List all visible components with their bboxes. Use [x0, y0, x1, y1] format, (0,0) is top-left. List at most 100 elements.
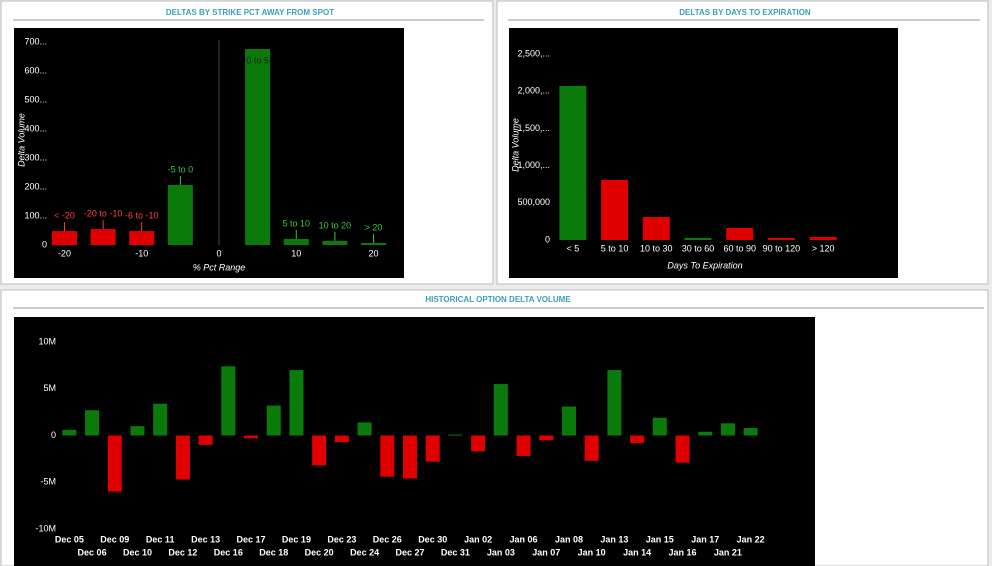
y-tick-label: 5M	[43, 383, 56, 393]
bar	[85, 410, 100, 436]
bar	[642, 217, 670, 240]
bar-label: 10 to 20	[319, 220, 352, 230]
x-tick-label: Dec 10	[123, 547, 152, 557]
bar	[62, 429, 77, 436]
x-tick-label: Dec 18	[259, 547, 288, 557]
bar	[167, 184, 193, 245]
y-tick-label: 2,000,...	[517, 86, 550, 96]
y-tick-label: 600...	[24, 65, 47, 75]
bar	[448, 434, 463, 436]
bar	[425, 435, 440, 462]
bar	[221, 366, 236, 436]
plot-bg	[14, 28, 404, 278]
x-tick-label: -10	[135, 248, 148, 258]
x-tick-label: 0	[216, 248, 221, 258]
y-tick-label: 700...	[24, 36, 47, 46]
bar	[380, 435, 395, 477]
x-tick-label: -20	[58, 248, 71, 258]
x-tick-label: Dec 17	[237, 534, 266, 544]
x-tick-label: 20	[369, 248, 379, 258]
bar-label: -6 to -10	[125, 210, 159, 220]
x-tick-label: Jan 16	[669, 547, 697, 557]
y-axis-label: Delta Volume	[510, 118, 520, 172]
y-tick-label: 1,000,...	[517, 160, 550, 170]
bar	[198, 435, 213, 445]
y-tick-label: 10M	[38, 336, 56, 346]
bar	[312, 435, 327, 466]
bar-label: 0 to 5	[246, 55, 269, 65]
y-tick-label: 1,500,...	[517, 123, 550, 133]
x-tick-label: Dec 09	[100, 534, 129, 544]
bar	[698, 431, 713, 436]
x-tick-label: Jan 02	[464, 534, 492, 544]
x-tick-label: Jan 06	[510, 534, 538, 544]
x-tick-label: Jan 13	[600, 534, 628, 544]
y-tick-label: 0	[51, 430, 56, 440]
x-tick-label: 60 to 90	[723, 243, 756, 253]
y-tick-label: -5M	[41, 477, 57, 487]
bar	[130, 426, 145, 436]
bar	[471, 435, 486, 452]
chart-title: DELTAS BY STRIKE PCT AWAY FROM SPOT	[166, 8, 334, 17]
x-tick-label: Dec 05	[55, 534, 84, 544]
bar	[245, 48, 271, 246]
x-tick-label: 30 to 60	[682, 243, 715, 253]
bar	[767, 237, 795, 240]
x-tick-label: Dec 06	[78, 547, 107, 557]
bar-label: < -20	[54, 210, 75, 220]
y-tick-label: 0	[42, 239, 47, 249]
bar	[90, 229, 116, 245]
bar	[175, 435, 190, 480]
bar	[493, 384, 508, 436]
bar	[809, 237, 837, 240]
bar	[107, 435, 122, 492]
y-tick-label: 500...	[24, 94, 47, 104]
bar	[675, 435, 690, 463]
y-tick-label: 200...	[24, 181, 47, 191]
bar-label: -20 to -10	[84, 208, 123, 218]
x-tick-label: Dec 20	[305, 547, 334, 557]
bar	[153, 403, 168, 436]
bar	[334, 435, 349, 443]
bar	[684, 237, 712, 240]
bar	[403, 435, 417, 479]
y-axis-label: Delta Volume	[16, 113, 26, 167]
bar	[630, 435, 645, 443]
bar	[539, 435, 554, 441]
x-tick-label: Jan 08	[555, 534, 583, 544]
bar	[244, 435, 259, 439]
x-axis-label: % Pct Range	[193, 262, 246, 272]
x-tick-label: Dec 31	[441, 547, 470, 557]
chart-title: HISTORICAL OPTION DELTA VOLUME	[425, 295, 571, 304]
x-tick-label: Dec 26	[373, 534, 402, 544]
x-tick-label: Jan 10	[578, 547, 606, 557]
bar	[652, 417, 667, 436]
x-tick-label: Jan 22	[737, 534, 765, 544]
bar	[322, 240, 348, 245]
x-tick-label: Dec 16	[214, 547, 243, 557]
bar	[361, 242, 387, 245]
bar	[559, 85, 587, 240]
x-tick-label: Dec 12	[168, 547, 197, 557]
bar-label: 5 to 10	[283, 218, 311, 228]
bar	[561, 406, 576, 436]
y-tick-label: 300...	[24, 152, 47, 162]
bar-label: > 20	[365, 222, 383, 232]
x-tick-label: < 5	[566, 243, 579, 253]
x-tick-label: 5 to 10	[601, 243, 629, 253]
bar-label: -5 to 0	[168, 164, 194, 174]
bar	[266, 405, 281, 436]
bar	[584, 435, 599, 461]
y-tick-label: 500,000	[517, 197, 550, 207]
x-tick-label: Dec 27	[395, 547, 424, 557]
x-tick-label: Dec 23	[327, 534, 356, 544]
bar	[289, 370, 304, 436]
x-axis-label: Days To Expiration	[667, 260, 742, 270]
y-tick-label: 2,500,...	[517, 48, 550, 58]
bar	[357, 422, 372, 436]
x-tick-label: Jan 07	[532, 547, 560, 557]
x-tick-label: Dec 13	[191, 534, 220, 544]
x-tick-label: Jan 21	[714, 547, 742, 557]
x-tick-label: Jan 14	[623, 547, 651, 557]
